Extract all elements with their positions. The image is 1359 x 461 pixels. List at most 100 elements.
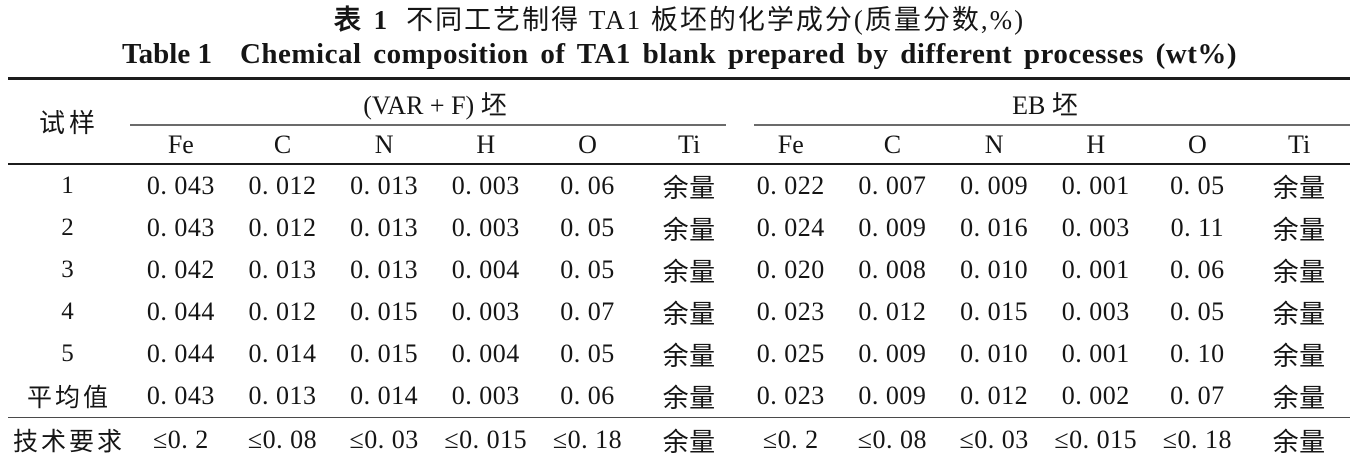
table-cell: 0. 014 — [248, 339, 317, 368]
table-cell: 0. 025 — [756, 339, 825, 368]
table-cell: 0. 012 — [858, 297, 927, 326]
table-cell: ≤0. 08 — [841, 417, 944, 461]
table-cell: 0. 07 — [1170, 381, 1225, 410]
table-cell: 0. 06 — [560, 381, 615, 410]
table-cell: 0. 06 — [1170, 255, 1225, 284]
table-cell: 余量 — [662, 383, 716, 413]
row-label: 4 — [61, 298, 77, 325]
table-row: 2 0. 043 0. 012 0. 013 0. 003 0. 05 余量 0. 024 0.… — [8, 207, 1350, 249]
table-row: 3 0. 042 0. 013 0. 013 0. 004 0. 05 余量 0. 020 0.… — [8, 249, 1350, 291]
row-label: 2 — [61, 214, 77, 241]
column-header-o-var-f: O — [536, 126, 639, 165]
table-cell: 0. 013 — [350, 255, 419, 284]
table-cell: 0. 012 — [248, 213, 317, 242]
table-row: 平均值 0. 043 0. 013 0. 014 0. 003 0. 06 余量 0. 023… — [8, 375, 1350, 418]
table-cell: 0. 013 — [248, 255, 317, 284]
column-header-n-eb: N — [943, 126, 1045, 165]
column-header-fe-eb: Fe — [739, 126, 842, 165]
table-cell: 0. 012 — [960, 381, 1029, 410]
table-row: 5 0. 044 0. 014 0. 015 0. 004 0. 05 余量 0. 025 0.… — [8, 333, 1350, 375]
table-cell: 0. 023 — [756, 297, 825, 326]
column-header-fe-var-f: Fe — [130, 126, 232, 165]
column-header-c-eb: C — [841, 126, 944, 165]
table-cell: 余量 — [638, 417, 740, 461]
table-cell: 0. 001 — [1061, 255, 1130, 284]
table-cell: 0. 004 — [451, 255, 520, 284]
table-cell: 0. 023 — [756, 381, 825, 410]
table-cell: 0. 05 — [1170, 297, 1225, 326]
table-cell: 余量 — [662, 257, 716, 287]
table-cell: 0. 013 — [248, 381, 317, 410]
column-header-h-var-f: H — [434, 126, 537, 165]
table-row: 技术要求 ≤0. 2 ≤0. 08 ≤0. 03 ≤0. 015 ≤0. 18 余量 ≤0. … — [8, 417, 1350, 461]
table-row: 4 0. 044 0. 012 0. 015 0. 003 0. 07 余量 0. 023 0.… — [8, 291, 1350, 333]
table-cell: 余量 — [1248, 417, 1350, 461]
table-cell: 余量 — [1272, 215, 1326, 245]
table-cell: 0. 009 — [858, 213, 927, 242]
table-cell: ≤0. 18 — [536, 417, 639, 461]
row-label: 5 — [61, 340, 77, 367]
column-header-h-eb: H — [1044, 126, 1147, 165]
table-cell: 0. 001 — [1061, 171, 1130, 200]
row-label: 技术要求 — [8, 417, 130, 461]
table-title-chinese: 表 1 不同工艺制得 TA1 板坯的化学成分(质量分数,%) — [0, 0, 1359, 37]
table-cell: 0. 043 — [146, 381, 215, 410]
table-cell: 0. 003 — [451, 381, 520, 410]
table-cell: 0. 007 — [858, 171, 927, 200]
column-header-ti-var-f: Ti — [638, 126, 740, 165]
table-cell: 0. 002 — [1061, 381, 1130, 410]
table-cell: 0. 024 — [756, 213, 825, 242]
chemical-composition-table: 试样 (VAR + F) 坯 EB 坯 Fe C N H O Ti Fe C N H O Ti 1 0.… — [8, 77, 1351, 461]
table-cell: 余量 — [662, 299, 716, 329]
table-cell: ≤0. 03 — [943, 417, 1045, 461]
table-cell: ≤0. 03 — [333, 417, 435, 461]
table-cell: 0. 009 — [960, 171, 1029, 200]
table-cell: 0. 004 — [451, 339, 520, 368]
table-cell: ≤0. 2 — [739, 417, 842, 461]
column-header-n-var-f: N — [333, 126, 435, 165]
table-cell: 0. 043 — [146, 171, 215, 200]
table-title-cn-text: 不同工艺制得 TA1 板坯的化学成分(质量分数,%) — [406, 5, 1026, 35]
table-cell: 0. 003 — [451, 297, 520, 326]
table-cell: 0. 020 — [756, 255, 825, 284]
column-header-ti-eb: Ti — [1248, 126, 1350, 165]
table-cell: 0. 10 — [1170, 339, 1225, 368]
table-cell: 0. 05 — [1170, 171, 1225, 200]
table-cell: 0. 009 — [858, 381, 927, 410]
table-cell: ≤0. 08 — [231, 417, 334, 461]
table-cell: 0. 015 — [960, 297, 1029, 326]
table-cell: 0. 015 — [350, 297, 419, 326]
table-number-en: Table 1 — [121, 38, 212, 70]
table-cell: 0. 003 — [1061, 213, 1130, 242]
table-title-english: Table 1 Chemical composition of TA1 blank… — [0, 37, 1359, 71]
table-cell: 0. 042 — [146, 255, 215, 284]
table-title-en-text: Chemical composition of TA1 blank prepar… — [239, 38, 1238, 70]
table-cell: ≤0. 2 — [130, 417, 232, 461]
table-cell: ≤0. 015 — [434, 417, 537, 461]
table-cell: 0. 06 — [560, 171, 615, 200]
column-header-o-eb: O — [1146, 126, 1249, 165]
table-cell: 0. 010 — [960, 255, 1029, 284]
table-cell: 0. 003 — [1061, 297, 1130, 326]
table-cell: 余量 — [1272, 341, 1326, 371]
table-cell: 0. 008 — [858, 255, 927, 284]
table-cell: 0. 043 — [146, 213, 215, 242]
table-cell: 0. 05 — [560, 255, 615, 284]
table-cell: 0. 003 — [451, 171, 520, 200]
table-cell: 余量 — [662, 215, 716, 245]
table-cell: 0. 11 — [1170, 213, 1225, 242]
table-cell: 余量 — [662, 341, 716, 371]
table-cell: ≤0. 18 — [1146, 417, 1249, 461]
element-header-row: Fe C N H O Ti Fe C N H O Ti — [8, 126, 1350, 165]
row-label: 1 — [61, 172, 77, 199]
table-cell: 0. 022 — [756, 171, 825, 200]
table-row: 1 0. 043 0. 012 0. 013 0. 003 0. 06 余量 0. 022 0.… — [8, 164, 1350, 207]
table-cell: 余量 — [1272, 257, 1326, 287]
table-cell: 余量 — [662, 173, 716, 203]
table-cell: 0. 016 — [960, 213, 1029, 242]
table-cell: 0. 001 — [1061, 339, 1130, 368]
table-cell: 0. 07 — [560, 297, 615, 326]
table-cell: 0. 05 — [560, 213, 615, 242]
table-cell: 0. 044 — [146, 339, 215, 368]
table-cell: 0. 003 — [451, 213, 520, 242]
